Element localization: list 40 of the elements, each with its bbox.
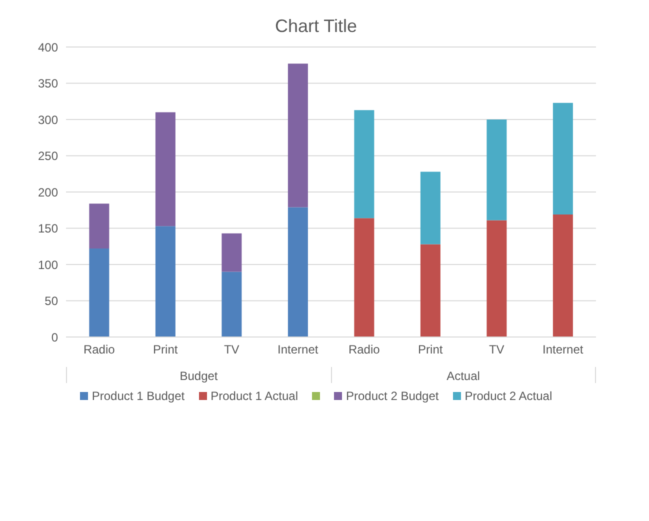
x-tick-label: Radio (83, 342, 116, 357)
legend-label: Product 2 Budget (346, 389, 439, 403)
x-tick-label: Radio (348, 342, 380, 357)
bar (155, 226, 176, 337)
x-tick-label: Print (153, 342, 178, 357)
bar (89, 248, 110, 337)
text: Budget (66, 367, 330, 383)
bar (288, 207, 308, 337)
y-tick-label: 0 (51, 330, 58, 344)
x-tick-label: TV (224, 342, 240, 357)
bar (288, 64, 308, 208)
y-tick-label: 50 (44, 294, 58, 308)
x-tick-label: Internet (542, 342, 584, 357)
bar (222, 272, 242, 337)
bar (552, 214, 573, 337)
legend-label: Product 1 Actual (210, 389, 298, 403)
y-tick-label: 200 (38, 185, 58, 200)
x-tick-label: Internet (278, 342, 319, 357)
bar (354, 110, 374, 218)
y-tick-label: 350 (38, 76, 58, 91)
x-tick-label: TV (488, 342, 504, 357)
bar (155, 112, 176, 226)
bar (552, 102, 573, 214)
y-tick-label: 400 (38, 40, 58, 54)
text: Actual (330, 367, 596, 383)
legend-label: Product 2 Actual (464, 389, 552, 403)
x-tick-label: Print (418, 342, 444, 357)
y-tick-label: 150 (38, 222, 58, 236)
y-tick-label: 100 (38, 258, 58, 272)
bar (486, 220, 507, 337)
y-tick-label: 250 (38, 149, 58, 164)
bar (222, 233, 242, 272)
bar (420, 172, 440, 244)
bar (354, 218, 374, 337)
y-tick-label: 300 (38, 112, 58, 127)
bar (486, 120, 507, 220)
bar (89, 204, 110, 249)
bar (420, 244, 440, 337)
chart-title: Chart Title (274, 16, 358, 37)
legend-label: Product 1 Budget (92, 389, 185, 403)
